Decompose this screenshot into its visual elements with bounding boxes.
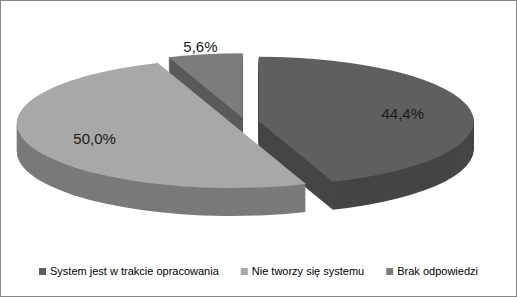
legend-item: Nie tworzy się systemu bbox=[241, 265, 364, 277]
legend-item: Brak odpowiedzi bbox=[386, 265, 478, 277]
slice bbox=[168, 53, 242, 118]
legend-label: Nie tworzy się systemu bbox=[252, 265, 364, 277]
slice bbox=[17, 63, 306, 188]
legend-label: System jest w trakcie opracowania bbox=[50, 265, 220, 277]
data-label: 50,0% bbox=[73, 130, 116, 147]
legend-swatch bbox=[39, 268, 46, 275]
data-label: 5,6% bbox=[183, 38, 217, 55]
legend-swatch bbox=[386, 268, 393, 275]
slice-side bbox=[259, 58, 474, 183]
legend-item: System jest w trakcie opracowania bbox=[39, 265, 220, 277]
slice bbox=[259, 57, 474, 182]
legend-label: Brak odpowiedzi bbox=[397, 265, 478, 277]
legend-swatch bbox=[241, 268, 248, 275]
data-label: 44,4% bbox=[381, 105, 424, 122]
pie bbox=[17, 53, 474, 216]
legend: System jest w trakcie opracowania Nie two… bbox=[39, 265, 478, 277]
chart-frame bbox=[1, 1, 517, 297]
chart: 44,4% 50,0% 5,6% System jest w trakcie opra… bbox=[0, 0, 517, 297]
